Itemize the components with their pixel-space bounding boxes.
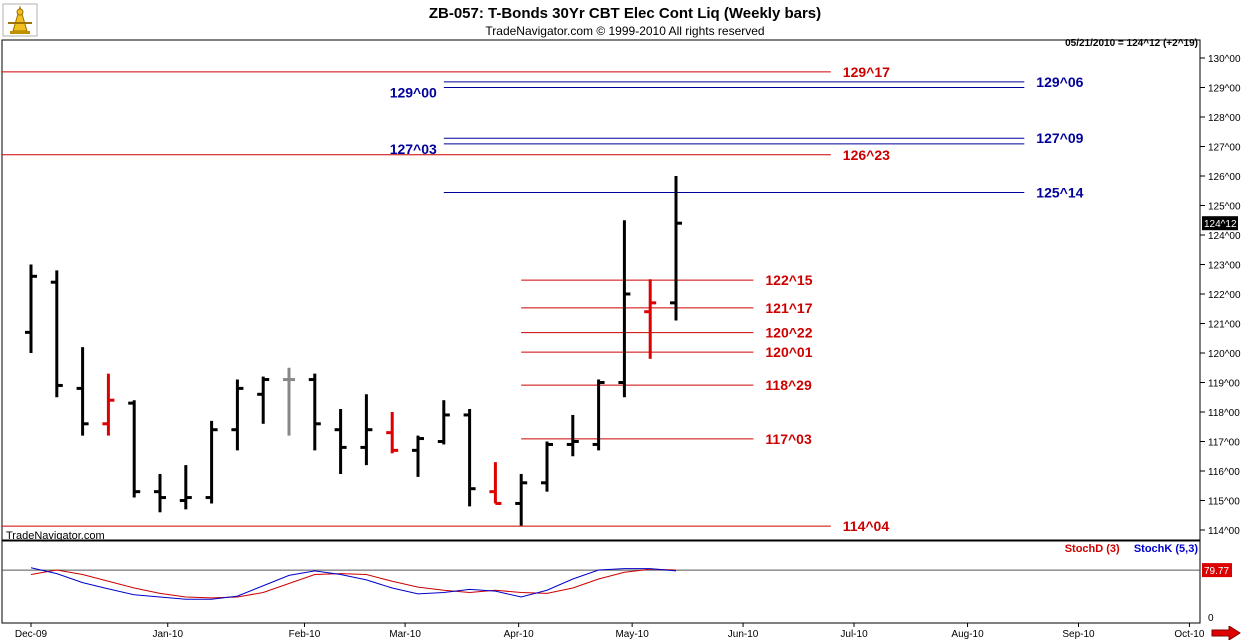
ohlc-bar [154, 473, 166, 513]
price-tick-label: 130^00 [1208, 54, 1241, 65]
ohlc-bar [644, 279, 657, 359]
copyright-text: TradeNavigator.com © 1999-2010 All right… [485, 24, 765, 38]
ohlc-bar [437, 400, 450, 445]
level-label: 125^14 [1036, 185, 1083, 201]
ohlc-bar [128, 400, 141, 498]
date-tick-label: Sep-10 [1062, 629, 1095, 640]
ohlc-bar [515, 473, 528, 526]
ohlc-bar [566, 414, 579, 457]
price-tick-label: 121^00 [1208, 320, 1241, 331]
ohlc-bar [386, 412, 399, 454]
ohlc-bar [592, 379, 605, 451]
ohlc-bar [257, 376, 270, 424]
date-tick-label: Jan-10 [152, 629, 183, 640]
stoch-value-label: 79.77 [1204, 566, 1229, 577]
ohlc-bars [25, 176, 682, 526]
ohlc-bar [179, 465, 192, 510]
price-panel-border [1, 39, 1201, 541]
level-label: 129^00 [390, 85, 437, 101]
app-logo-icon[interactable] [2, 3, 38, 37]
date-tick-label: Mar-10 [389, 629, 421, 640]
level-label: 126^23 [843, 147, 890, 163]
ohlc-bar [308, 373, 321, 451]
level-label: 121^17 [765, 300, 812, 316]
ohlc-bar [50, 270, 63, 398]
brand-text: TradeNavigator.com [6, 530, 105, 542]
date-tick-label: Feb-10 [289, 629, 321, 640]
ohlc-bar [360, 394, 373, 466]
chart-frame [1, 39, 1201, 624]
price-tick-label: 119^00 [1208, 379, 1240, 390]
date-axis: Dec-09 Jan-10 Feb-10 Mar-10 Apr-10 May-10 Jun-… [15, 623, 1205, 640]
stoch-d-line [30, 568, 677, 599]
level-label: 114^04 [843, 518, 890, 534]
ohlc-bar [463, 409, 476, 507]
level-label: 127^03 [390, 141, 437, 157]
stochastic-panel: 79.77 0 [2, 563, 1232, 624]
ohlc-bar [205, 420, 218, 504]
level-label: 118^29 [765, 377, 812, 393]
stoch-value-marker [1202, 563, 1232, 578]
price-tick-label: 124^00 [1208, 231, 1241, 242]
price-tick-label: 115^00 [1208, 497, 1240, 508]
last-price-marker [1202, 216, 1238, 231]
ohlc-bar [412, 435, 424, 477]
ohlc-bar [670, 176, 682, 321]
level-label: 129^06 [1036, 74, 1083, 90]
price-tick-label: 120^00 [1208, 349, 1241, 360]
scroll-right-arrow-icon[interactable] [1211, 626, 1241, 640]
price-tick-label: 126^00 [1208, 172, 1241, 183]
level-label: 117^03 [765, 431, 812, 447]
stoch-k-label: StochK (5,3) [1133, 543, 1198, 555]
price-tick-label: 114^00 [1208, 526, 1240, 537]
price-tick-label: 122^00 [1208, 290, 1241, 301]
price-tick-label: 118^00 [1208, 408, 1240, 419]
price-tick-label: 116^00 [1208, 467, 1240, 478]
level-label: 122^15 [765, 272, 812, 288]
price-tick-label: 127^00 [1208, 143, 1241, 154]
ohlc-bar [541, 441, 553, 492]
stoch-zero-label: 0 [1208, 613, 1214, 624]
ohlc-bar [25, 264, 37, 353]
date-tick-label: May-10 [615, 629, 649, 640]
chart-title: ZB-057: T-Bonds 30Yr CBT Elec Cont Liq (… [428, 5, 822, 22]
price-tick-label: 125^00 [1208, 202, 1241, 213]
price-tick-label: 123^00 [1208, 261, 1241, 272]
price-tick-label: 117^00 [1208, 438, 1240, 449]
date-tick-label: Oct-10 [1174, 629, 1204, 640]
stoch-k-line [30, 567, 677, 600]
level-label: 127^09 [1036, 130, 1083, 146]
ohlc-bar [489, 462, 502, 505]
date-tick-label: Jun-10 [728, 629, 759, 640]
last-price-label: 124^12 [1204, 219, 1237, 230]
ohlc-bar [231, 379, 244, 451]
level-label: 129^17 [843, 64, 890, 80]
price-tick-label: 128^00 [1208, 113, 1241, 124]
level-label: 120^22 [765, 325, 812, 341]
date-tick-label: Apr-10 [504, 629, 534, 640]
ohlc-bar [102, 373, 115, 436]
stoch-panel-border [1, 540, 1201, 624]
level-label: 120^01 [765, 344, 812, 360]
date-tick-label: Jul-10 [840, 629, 868, 640]
ohlc-bar [334, 409, 347, 474]
stochastic-legend: StochD (3) StochK (5,3) [1065, 543, 1198, 555]
last-price-info: 05/21/2010 = 124^12 (+2^19) [1065, 38, 1198, 49]
date-tick-label: Aug-10 [951, 629, 984, 640]
stoch-d-label: StochD (3) [1064, 543, 1120, 555]
date-tick-label: Dec-09 [15, 629, 48, 640]
support-resistance-levels: 129^17 129^06 129^00 127^09 127^03 126^23 125^… [2, 64, 1084, 534]
ohlc-bar [76, 347, 89, 436]
price-axis: 114^00 115^00 116^00 117^00 118^00 119^00 120^… [1200, 54, 1241, 537]
ohlc-bar [618, 220, 631, 398]
price-tick-label: 129^00 [1208, 84, 1241, 95]
ohlc-bar [283, 367, 295, 436]
